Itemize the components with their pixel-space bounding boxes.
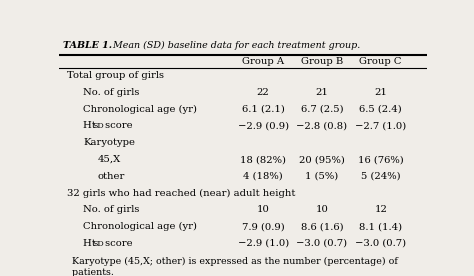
Text: 18 (82%): 18 (82%): [240, 155, 286, 164]
Text: 21: 21: [316, 88, 328, 97]
Text: 21: 21: [374, 88, 387, 97]
Text: 32 girls who had reached (near) adult height: 32 girls who had reached (near) adult he…: [66, 189, 295, 198]
Text: SD: SD: [93, 122, 104, 130]
Text: 8.1 (1.4): 8.1 (1.4): [359, 222, 402, 231]
Text: Total group of girls: Total group of girls: [66, 71, 164, 80]
Text: 7.9 (0.9): 7.9 (0.9): [242, 222, 284, 231]
Text: other: other: [98, 172, 125, 181]
Text: −2.9 (1.0): −2.9 (1.0): [237, 239, 289, 248]
Text: 5 (24%): 5 (24%): [361, 172, 401, 181]
Text: 12: 12: [374, 205, 387, 214]
Text: Chronological age (yr): Chronological age (yr): [83, 222, 197, 231]
Text: Chronological age (yr): Chronological age (yr): [83, 105, 197, 114]
Text: 6.1 (2.1): 6.1 (2.1): [242, 105, 284, 114]
Text: Ht: Ht: [83, 239, 99, 248]
Text: 20 (95%): 20 (95%): [299, 155, 345, 164]
Text: −2.8 (0.8): −2.8 (0.8): [296, 121, 347, 131]
Text: score: score: [102, 121, 133, 131]
Text: Karyotype: Karyotype: [83, 138, 135, 147]
Text: 6.7 (2.5): 6.7 (2.5): [301, 105, 343, 114]
Text: −3.0 (0.7): −3.0 (0.7): [296, 239, 347, 248]
Text: score: score: [102, 239, 133, 248]
Text: 6.5 (2.4): 6.5 (2.4): [359, 105, 402, 114]
Text: 8.6 (1.6): 8.6 (1.6): [301, 222, 343, 231]
Text: Group C: Group C: [359, 57, 402, 66]
Text: −3.0 (0.7): −3.0 (0.7): [355, 239, 406, 248]
Text: 16 (76%): 16 (76%): [358, 155, 403, 164]
Text: Ht: Ht: [83, 121, 99, 131]
Text: −2.7 (1.0): −2.7 (1.0): [355, 121, 406, 131]
Text: 4 (18%): 4 (18%): [243, 172, 283, 181]
Text: No. of girls: No. of girls: [83, 88, 139, 97]
Text: 45,X: 45,X: [98, 155, 121, 164]
Text: −2.9 (0.9): −2.9 (0.9): [237, 121, 289, 131]
Text: 1 (5%): 1 (5%): [305, 172, 338, 181]
Text: 10: 10: [316, 205, 328, 214]
Text: Group A: Group A: [242, 57, 284, 66]
Text: Mean (SD) baseline data for each treatment group.: Mean (SD) baseline data for each treatme…: [110, 41, 360, 50]
Text: No. of girls: No. of girls: [83, 205, 139, 214]
Text: 10: 10: [257, 205, 270, 214]
Text: Karyotype (45,X; other) is expressed as the number (percentage) of
   patients.: Karyotype (45,X; other) is expressed as …: [63, 257, 398, 276]
Text: Group B: Group B: [301, 57, 343, 66]
Text: SD: SD: [93, 240, 104, 248]
Text: 22: 22: [257, 88, 270, 97]
Text: TABLE 1.: TABLE 1.: [63, 41, 112, 50]
